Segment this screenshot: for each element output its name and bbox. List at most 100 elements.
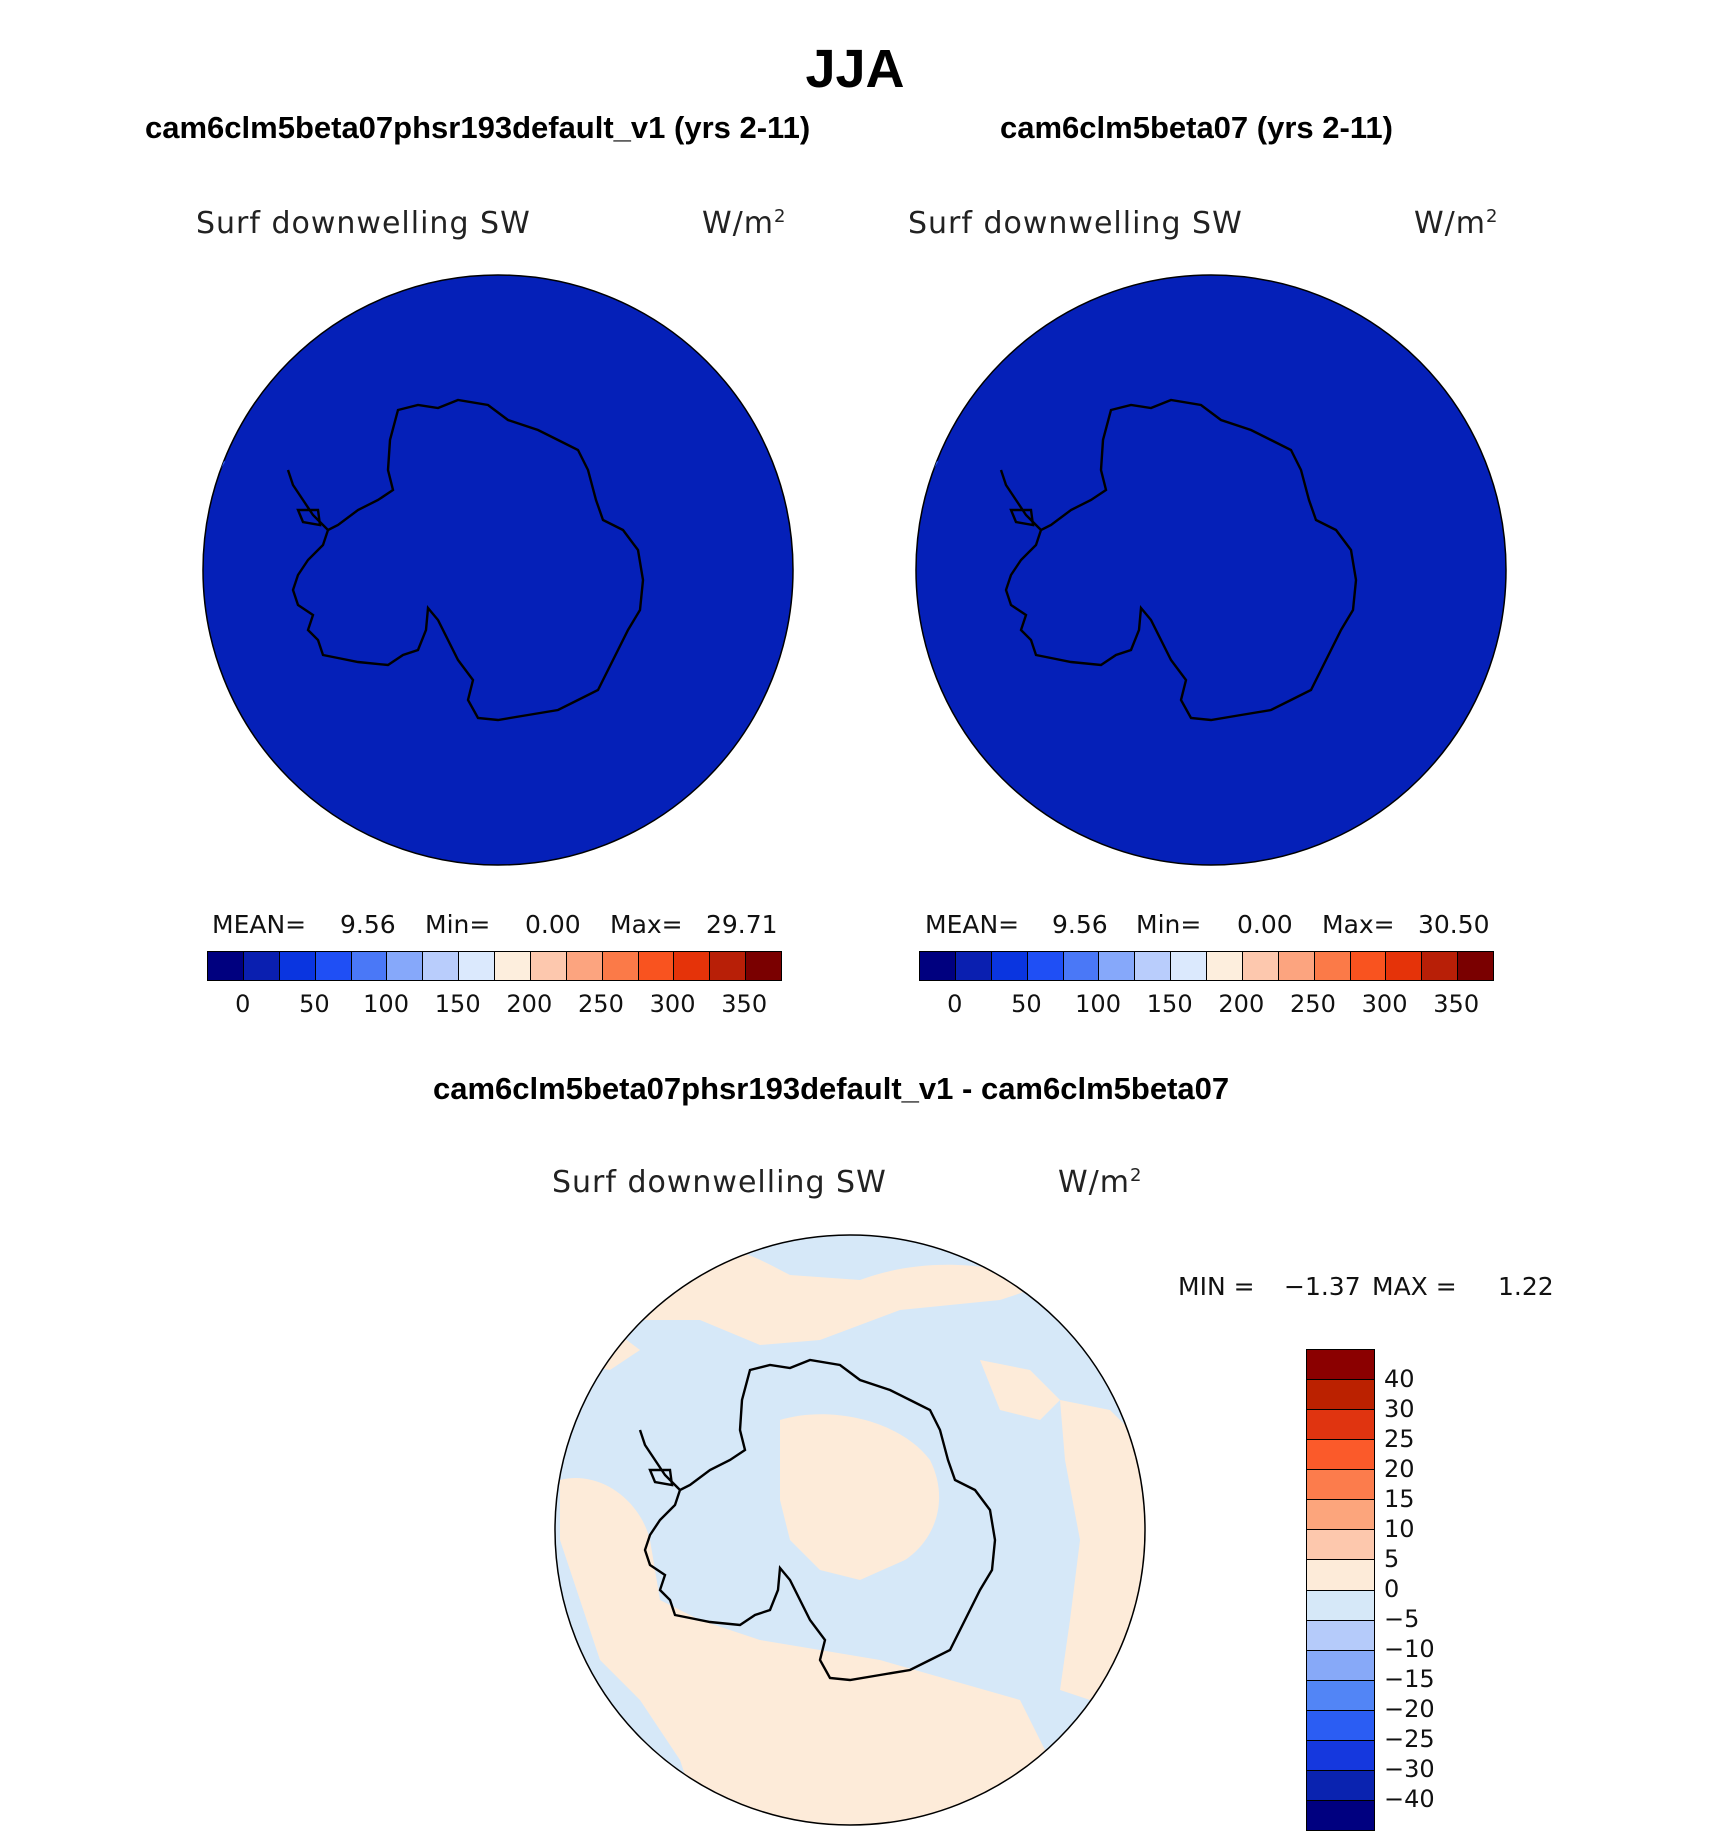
- main-title: JJA: [805, 39, 905, 99]
- panel-1-colorbar-cell: [350, 952, 387, 980]
- panel-2-colorbar-cell: [1026, 952, 1063, 980]
- panel-2-mean-label: MEAN=: [925, 910, 1020, 939]
- panel-2-colorbar-cell: [1385, 952, 1422, 980]
- panel-2-colorbar-tick: 300: [1361, 990, 1408, 1018]
- difference-colorbar: [1306, 1349, 1375, 1831]
- difference-colorbar-cell: [1307, 1589, 1374, 1620]
- difference-colorbar-cell: [1307, 1350, 1374, 1380]
- difference-colorbar-cell: [1307, 1469, 1374, 1500]
- difference-colorbar-label: −30: [1384, 1755, 1435, 1783]
- panel-1-colorbar-cell: [673, 952, 710, 980]
- difference-title: cam6clm5beta07phsr193default_v1 - cam6cl…: [433, 1071, 1230, 1106]
- panel-1-max-value: 29.71: [706, 910, 778, 939]
- panel-2-colorbar-cell: [1206, 952, 1242, 980]
- difference-colorbar-label: −15: [1384, 1665, 1435, 1693]
- panel-2-colorbar-tick: 250: [1290, 990, 1336, 1018]
- panel-1-colorbar-cell: [637, 952, 674, 980]
- panel-1-colorbar-ticks: 0 50 100 150 200 250 300 350: [207, 990, 783, 1020]
- difference-colorbar-label: 15: [1384, 1485, 1415, 1513]
- panel-2-colorbar: [919, 951, 1494, 981]
- panel-1-colorbar-cell: [745, 952, 781, 980]
- panel-2-colorbar-tick: 50: [1011, 990, 1042, 1018]
- difference-max-value: 1.22: [1498, 1272, 1554, 1301]
- panel-1-colorbar-tick: 350: [721, 990, 768, 1018]
- panel-1-min-label: Min=: [425, 910, 491, 939]
- panel-2-colorbar-cell: [1241, 952, 1278, 980]
- difference-colorbar-cell: [1307, 1619, 1374, 1650]
- difference-units: W/m2: [1058, 1165, 1142, 1200]
- panel-2-colorbar-cell: [1421, 952, 1458, 980]
- difference-colorbar-cell: [1307, 1409, 1374, 1440]
- panel-2-units: W/m2: [1414, 206, 1498, 241]
- panel-1-colorbar-cell: [709, 952, 746, 980]
- panel-1-mean-label: MEAN=: [212, 910, 307, 939]
- difference-field-label: Surf downwelling SW: [552, 1165, 887, 1200]
- panel-1-colorbar-tick: 0: [235, 990, 251, 1018]
- difference-colorbar-cell: [1307, 1439, 1374, 1470]
- panel-2-colorbar-tick: 350: [1433, 990, 1480, 1018]
- difference-colorbar-label: 10: [1384, 1515, 1415, 1543]
- panel-1-title: cam6clm5beta07phsr193default_v1 (yrs 2-1…: [145, 110, 811, 145]
- difference-colorbar-cell: [1307, 1499, 1374, 1530]
- difference-colorbar-label: 20: [1384, 1455, 1415, 1483]
- difference-colorbar-cell: [1307, 1739, 1374, 1770]
- panel-1-colorbar-tick: 300: [649, 990, 696, 1018]
- difference-colorbar-label: 30: [1384, 1395, 1415, 1423]
- panel-1-mean-value: 9.56: [340, 910, 396, 939]
- panel-2-colorbar-cell: [990, 952, 1027, 980]
- panel-1-units: W/m2: [702, 206, 786, 241]
- panel-1-colorbar-cell: [386, 952, 423, 980]
- panel-1-map-field: [202, 274, 794, 866]
- panel-2-field-label: Surf downwelling SW: [908, 206, 1243, 241]
- panel-1-colorbar-cell: [278, 952, 315, 980]
- panel-2-colorbar-tick: 0: [947, 990, 963, 1018]
- difference-min-label: MIN =: [1178, 1272, 1255, 1301]
- panel-2-max-label: Max=: [1322, 910, 1395, 939]
- difference-colorbar-label: 5: [1384, 1545, 1400, 1573]
- panel-2-map-field: [915, 274, 1507, 866]
- panel-1-colorbar-cell: [458, 952, 494, 980]
- panel-2-units-label: W/m: [1414, 206, 1486, 241]
- difference-units-power: 2: [1130, 1165, 1143, 1186]
- panel-1-colorbar-tick: 200: [506, 990, 553, 1018]
- difference-colorbar-label: 40: [1384, 1365, 1415, 1393]
- panel-2-colorbar-tick: 200: [1218, 990, 1265, 1018]
- panel-2-title: cam6clm5beta07 (yrs 2-11): [1000, 110, 1393, 145]
- difference-max-label: MAX =: [1372, 1272, 1457, 1301]
- panel-2-colorbar-cell: [1098, 952, 1135, 980]
- panel-1-colorbar-tick: 100: [363, 990, 409, 1018]
- difference-units-label: W/m: [1058, 1165, 1130, 1200]
- difference-colorbar-cell: [1307, 1559, 1374, 1590]
- panel-2-colorbar-cell: [1457, 952, 1493, 980]
- panel-2-mean-value: 9.56: [1052, 910, 1108, 939]
- difference-colorbar-cell: [1307, 1529, 1374, 1560]
- panel-2-colorbar-cell: [954, 952, 991, 980]
- panel-1-colorbar-cell: [565, 952, 602, 980]
- difference-colorbar-cell: [1307, 1649, 1374, 1680]
- panel-1-units-label: W/m: [702, 206, 774, 241]
- panel-2-units-power: 2: [1486, 206, 1499, 227]
- panel-1-map: [202, 274, 794, 866]
- difference-colorbar-label: −10: [1384, 1635, 1435, 1663]
- difference-colorbar-label: 25: [1384, 1425, 1415, 1453]
- panel-2-colorbar-cell: [1277, 952, 1314, 980]
- panel-1-max-label: Max=: [610, 910, 683, 939]
- panel-1-colorbar-cell: [208, 952, 243, 980]
- difference-colorbar-label: 0: [1384, 1575, 1400, 1603]
- panel-2-colorbar-cell: [1349, 952, 1386, 980]
- panel-1-colorbar-tick: 250: [578, 990, 624, 1018]
- panel-2-colorbar-cell: [1134, 952, 1171, 980]
- panel-2-colorbar-ticks: 0 50 100 150 200 250 300 350: [919, 990, 1495, 1020]
- panel-2-min-label: Min=: [1136, 910, 1202, 939]
- panel-1-field-label: Surf downwelling SW: [196, 206, 531, 241]
- panel-2-max-value: 30.50: [1418, 910, 1490, 939]
- panel-1-units-power: 2: [774, 206, 787, 227]
- panel-2-map: [915, 274, 1507, 866]
- difference-colorbar-label: −5: [1384, 1605, 1420, 1633]
- difference-colorbar-label: −40: [1384, 1785, 1435, 1813]
- panel-1-colorbar-cell: [601, 952, 638, 980]
- difference-map: [554, 1234, 1146, 1826]
- panel-2-min-value: 0.00: [1237, 910, 1293, 939]
- panel-1-colorbar-cell: [242, 952, 279, 980]
